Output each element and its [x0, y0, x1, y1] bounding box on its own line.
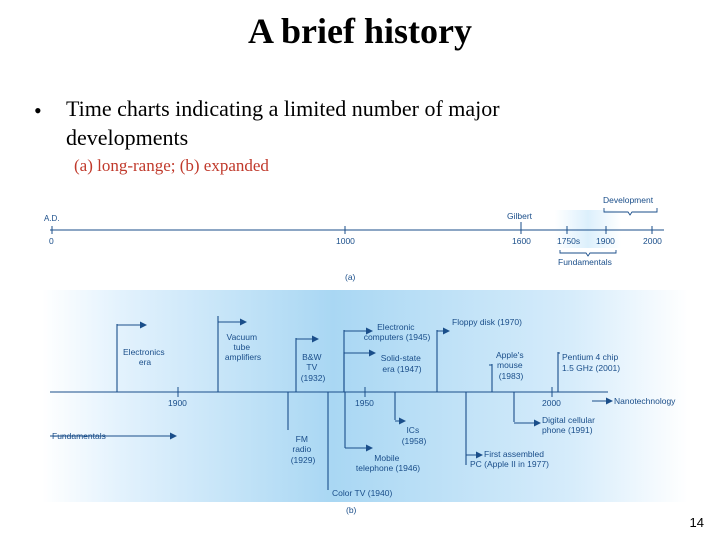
fundamentals-brace	[559, 250, 617, 257]
label-line: mouse	[497, 360, 523, 370]
chart-b-tick-label: 2000	[542, 398, 561, 408]
slide-title: A brief history	[248, 11, 472, 51]
label-line: Solid-state	[381, 353, 421, 363]
ics-label: ICs (1958)	[402, 425, 427, 446]
chart-b-caption: (b)	[346, 505, 357, 515]
chart-a-axis-prefix: A.D.	[44, 214, 60, 223]
electronic-computers-label: Electronic computers (1945)	[364, 322, 431, 342]
label-line: First assembled	[484, 449, 544, 459]
chart-a-highlight	[555, 210, 665, 248]
label-line: TV	[306, 362, 317, 372]
chart-a-ticks	[51, 226, 653, 234]
label-line: Vacuum	[227, 332, 258, 342]
chart-a-tick-label: 0	[49, 236, 54, 246]
chart-a-tick-label: 1000	[336, 236, 355, 246]
floppy-disk-label: Floppy disk (1970)	[452, 317, 522, 327]
label-line: computers (1945)	[364, 332, 431, 342]
label-line: era (1947)	[382, 364, 421, 374]
sub-bullet-text: (a) long-range; (b) expanded	[74, 156, 269, 175]
label-line: (1932)	[301, 373, 326, 383]
label-line: ICs	[406, 425, 419, 435]
label-line: 1.5 GHz (2001)	[562, 363, 620, 373]
slide-number: 14	[689, 515, 704, 530]
label-line: tube	[234, 342, 251, 352]
solid-state-label: Solid-state era (1947)	[381, 353, 424, 374]
event-arrows	[50, 318, 560, 459]
chart-b-ticks	[177, 387, 553, 397]
label-line: amplifiers	[225, 352, 261, 362]
color-tv-label: Color TV (1940)	[332, 488, 392, 498]
label-line: (1929)	[291, 455, 316, 465]
label-line: Mobile	[374, 453, 399, 463]
first-pc-label: First assembled PC (Apple II in 1977)	[470, 449, 549, 469]
label-line: Electronics	[123, 347, 165, 357]
fm-radio-label: FM radio (1929)	[291, 434, 316, 465]
chart-a-tick-label: 1600	[512, 236, 531, 246]
label-line: telephone (1946)	[356, 463, 420, 473]
nanotech-label: Nanotechnology	[614, 396, 676, 406]
mobile-telephone-label: Mobile telephone (1946)	[356, 453, 420, 473]
digital-cellular-label: Digital cellular phone (1991)	[542, 415, 597, 435]
label-line: Apple's	[496, 350, 524, 360]
chart-a-tick-label: 1900	[596, 236, 615, 246]
chart-b-tick-label: 1950	[355, 398, 374, 408]
label-line: (1983)	[499, 371, 524, 381]
fundamentals-b-label: Fundamentals	[52, 431, 106, 441]
label-line: radio	[292, 444, 311, 454]
label-line: B&W	[302, 352, 321, 362]
development-brace	[603, 208, 658, 216]
bullet-text: Time charts indicating a limited number …	[66, 96, 500, 150]
event-stems	[116, 316, 559, 490]
label-line: (1958)	[402, 436, 427, 446]
bullet-marker: •	[34, 98, 42, 123]
chart-b: Nanotechnology 1900 1950 2000	[42, 290, 688, 515]
label-line: PC (Apple II in 1977)	[470, 459, 549, 469]
gilbert-label: Gilbert	[507, 211, 533, 221]
pentium-label: Pentium 4 chip 1.5 GHz (2001)	[562, 352, 621, 373]
bw-tv-label: B&W TV (1932)	[301, 352, 326, 383]
fundamentals-label: Fundamentals	[558, 257, 612, 267]
label-line: Pentium 4 chip	[562, 352, 618, 362]
vacuum-tube-label: Vacuum tube amplifiers	[225, 332, 261, 362]
label-line: FM	[296, 434, 308, 444]
label-line: Electronic	[377, 322, 415, 332]
chart-b-tick-label: 1900	[168, 398, 187, 408]
chart-a-tick-label: 1750s	[557, 236, 580, 246]
electronics-era-label: Electronics era	[123, 347, 167, 367]
development-label: Development	[603, 195, 654, 205]
chart-a-tick-label: 2000	[643, 236, 662, 246]
apple-mouse-label: Apple's mouse (1983)	[496, 350, 526, 381]
label-line: era	[139, 357, 152, 367]
label-line: phone (1991)	[542, 425, 593, 435]
label-line: Digital cellular	[542, 415, 595, 425]
chart-a-caption: (a)	[345, 272, 356, 282]
chart-a: A.D. 0 1000 1600 1750s 1900 2000 Gilbert…	[44, 195, 665, 282]
